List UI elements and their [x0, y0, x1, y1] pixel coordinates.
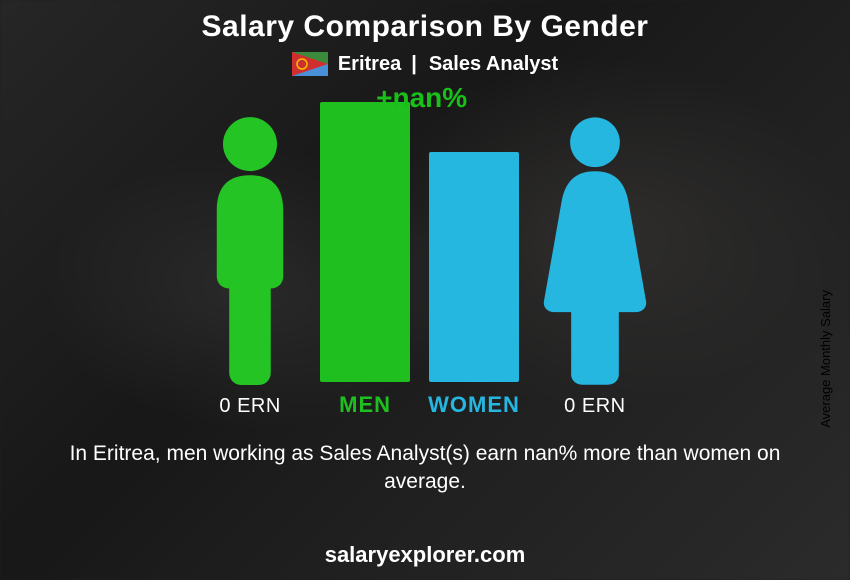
men-label: MEN — [339, 392, 391, 418]
footer-brand: salaryexplorer.com — [0, 542, 850, 568]
women-label: WOMEN — [428, 392, 520, 418]
summary-text: In Eritrea, men working as Sales Analyst… — [65, 440, 785, 497]
female-icon — [538, 115, 652, 385]
percent-diff-label: +nan% — [376, 82, 467, 114]
men-icon-col: 0 ERN — [198, 115, 302, 418]
women-value: 0 ERN — [564, 395, 625, 418]
women-icon-col: 0 ERN — [538, 115, 652, 418]
men-value: 0 ERN — [219, 395, 280, 418]
content: Salary Comparison By Gender Eritrea | Sa… — [0, 0, 850, 580]
men-bar-col: MEN — [320, 102, 410, 418]
women-bar-col: WOMEN — [428, 152, 520, 418]
male-icon — [198, 115, 302, 385]
separator: | — [411, 53, 417, 76]
y-axis-label: Average Monthly Salary — [835, 290, 850, 428]
subtitle-row: Eritrea | Sales Analyst — [292, 52, 558, 76]
men-bar — [320, 102, 410, 382]
flag-icon — [292, 52, 328, 76]
country-text: Eritrea — [338, 53, 401, 76]
chart: +nan% 0 ERN MEN WOMEN 0 ERN — [198, 88, 652, 418]
job-text: Sales Analyst — [429, 53, 558, 76]
page-title: Salary Comparison By Gender — [202, 10, 649, 44]
women-bar — [429, 152, 519, 382]
